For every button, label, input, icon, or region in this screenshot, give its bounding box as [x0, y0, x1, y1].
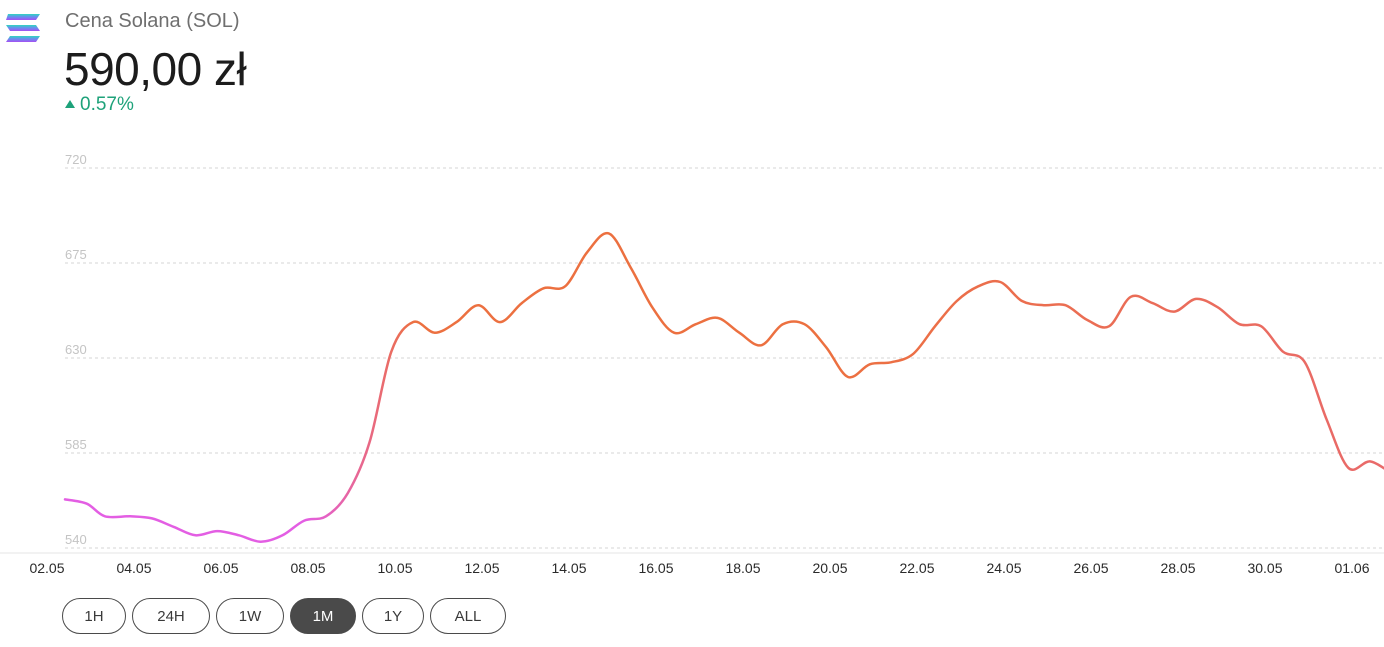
- range-button-1y[interactable]: 1Y: [362, 598, 424, 634]
- x-tick-label: 12.05: [464, 560, 499, 576]
- x-tick-label: 22.05: [899, 560, 934, 576]
- x-tick-label: 16.05: [638, 560, 673, 576]
- x-tick-label: 28.05: [1160, 560, 1195, 576]
- x-tick-label: 02.05: [29, 560, 64, 576]
- y-tick-label: 720: [65, 152, 87, 167]
- x-tick-label: 20.05: [812, 560, 847, 576]
- range-button-1w[interactable]: 1W: [216, 598, 284, 634]
- price-change-value: 0.57%: [80, 94, 134, 115]
- y-tick-label: 585: [65, 437, 87, 452]
- x-tick-label: 30.05: [1247, 560, 1282, 576]
- range-button-24h[interactable]: 24H: [132, 598, 210, 634]
- price-chart: 720 675 630 585 540 02.05 04.05 06.05 08.05 10.0…: [0, 152, 1384, 576]
- y-tick-label: 540: [65, 532, 87, 547]
- price-line: [63, 231, 1384, 543]
- x-tick-label: 26.05: [1073, 560, 1108, 576]
- y-tick-label: 675: [65, 247, 87, 262]
- current-price: 590,00 zł: [64, 43, 247, 95]
- solana-logo-icon: [6, 14, 40, 42]
- range-button-all[interactable]: ALL: [430, 598, 506, 634]
- x-tick-label: 04.05: [116, 560, 151, 576]
- x-tick-label: 06.05: [203, 560, 238, 576]
- range-button-1h[interactable]: 1H: [62, 598, 126, 634]
- triangle-up-icon: [65, 100, 75, 108]
- price-change: 0.57%: [65, 94, 134, 116]
- x-tick-label: 08.05: [290, 560, 325, 576]
- range-button-1m[interactable]: 1M: [290, 598, 356, 634]
- coin-name: Cena Solana (SOL): [65, 10, 240, 32]
- x-tick-label: 24.05: [986, 560, 1021, 576]
- x-tick-label: 01.06: [1334, 560, 1369, 576]
- time-range-selector: 1H 24H 1W 1M 1Y ALL: [62, 598, 506, 634]
- y-tick-label: 630: [65, 342, 87, 357]
- x-tick-label: 14.05: [551, 560, 586, 576]
- x-tick-label: 10.05: [377, 560, 412, 576]
- x-tick-label: 18.05: [725, 560, 760, 576]
